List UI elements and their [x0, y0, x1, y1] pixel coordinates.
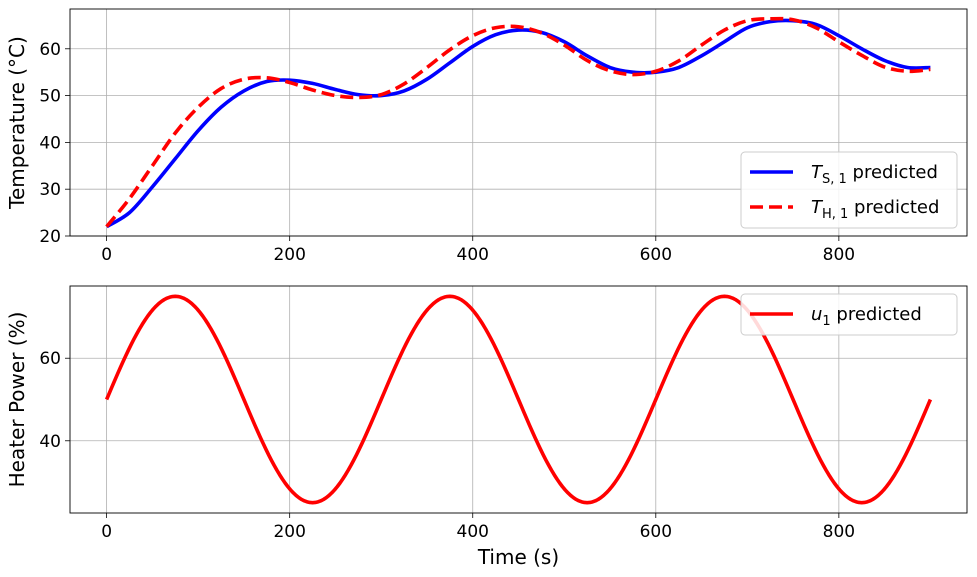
legend: u1 predicted	[740, 293, 958, 336]
y-tick-label: 20	[39, 227, 61, 247]
y-tick-label: 60	[39, 40, 61, 60]
y-tick-label: 50	[39, 87, 61, 107]
legend-box	[740, 293, 958, 336]
series-line	[105, 16, 931, 228]
legend-label: TH, 1 predicted	[811, 197, 939, 222]
y-tick-label: 60	[39, 349, 61, 369]
chart-panel-1: 0 200 400 600 800 20 30 40 50 60 Temperature (°C) T…	[5, 8, 968, 265]
y-tick-label: 30	[39, 180, 61, 200]
y-tick-label: 40	[39, 432, 61, 452]
series-line	[104, 294, 933, 505]
y-axis-label: Heater Power (%)	[5, 312, 29, 488]
x-tick-label: 200	[273, 522, 305, 542]
axes-frame	[69, 8, 968, 237]
chart-panel-2: 0 200 400 600 800 40 60 Heater Power (%) Time (s…	[5, 285, 968, 569]
x-tick-label: 800	[823, 245, 855, 265]
legend-box	[740, 151, 958, 229]
x-axis-label: Time (s)	[477, 545, 559, 569]
x-tick-label: 0	[101, 522, 112, 542]
x-tick-label: 800	[823, 522, 855, 542]
y-axis-label: Temperature (°C)	[5, 36, 29, 210]
legend-label: TS, 1 predicted	[811, 162, 938, 187]
x-tick-label: 0	[101, 245, 112, 265]
y-tick-label: 40	[39, 133, 61, 153]
x-tick-label: 600	[640, 245, 672, 265]
axes-frame	[69, 285, 968, 514]
legend-label: u1 predicted	[811, 304, 922, 329]
x-tick-label: 600	[640, 522, 672, 542]
x-tick-label: 200	[273, 245, 305, 265]
x-tick-label: 400	[457, 522, 489, 542]
legend: TS, 1 predicted TH, 1 predicted	[740, 151, 958, 229]
x-tick-label: 400	[457, 245, 489, 265]
